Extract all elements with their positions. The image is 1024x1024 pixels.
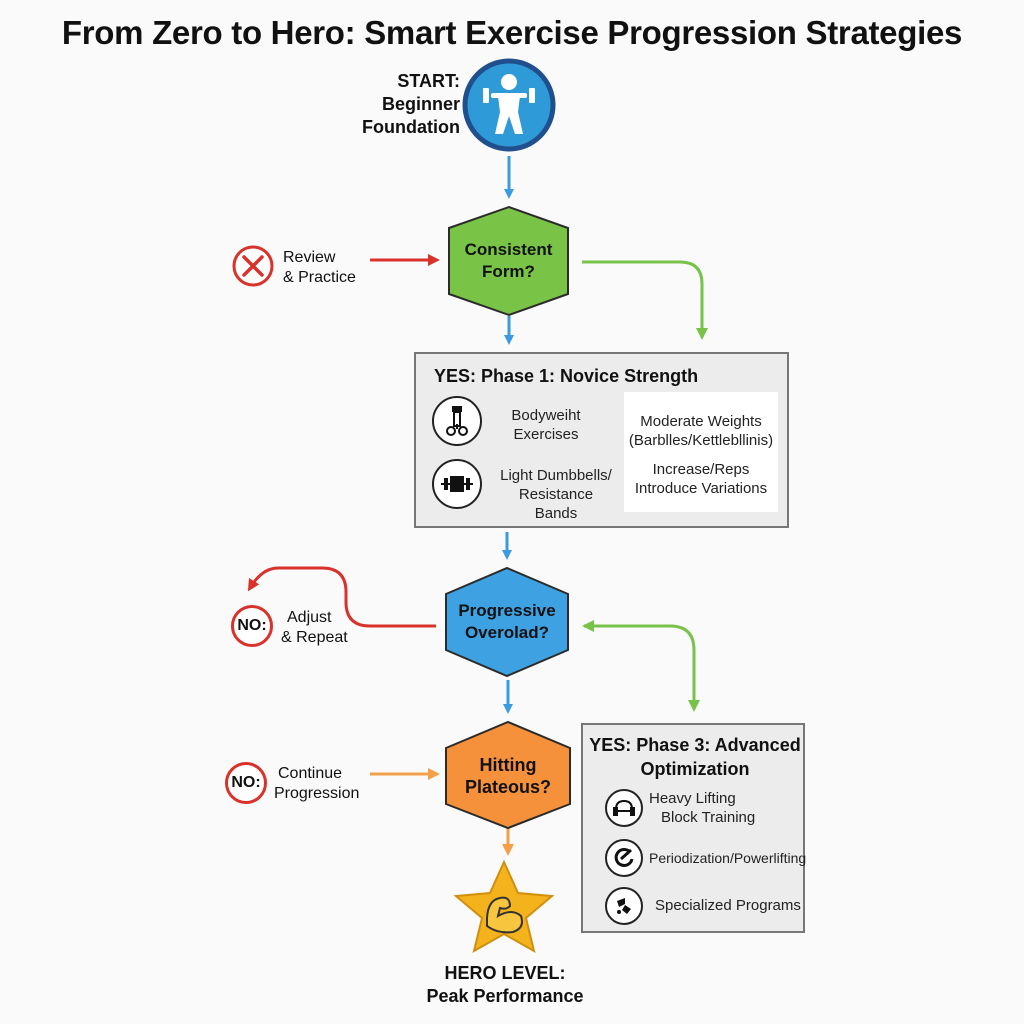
bodyweight-icon — [432, 396, 482, 446]
phase3-title-line2: Optimization — [640, 759, 750, 779]
phase1-item1-line1: Bodyweiht — [511, 407, 581, 424]
specialized-programs-icon — [605, 887, 643, 925]
decision-hexagon-plateau — [445, 720, 571, 830]
adjust-no-badge: NO: — [231, 605, 273, 647]
arrow-adjust-loop — [247, 566, 436, 628]
decision-form-label: Consistent Form? — [464, 240, 553, 281]
phase3-title-line1: YES: Phase 3: Advanced — [589, 735, 801, 755]
arrow-form-yes-to-phase1 — [582, 260, 708, 340]
phase3-item1-line2: Block Training — [661, 809, 756, 826]
start-label-line2: Beginner — [381, 94, 460, 114]
review-label-line1: Review — [283, 249, 336, 266]
heavy-lifting-icon — [605, 789, 643, 827]
start-label-line1: START: — [397, 71, 460, 91]
continue-no-badge: NO: — [225, 762, 267, 804]
x-circle-icon — [232, 245, 274, 287]
weightlifter-icon — [483, 74, 535, 134]
phase3-item3-line1: Specialized Programs — [655, 897, 801, 914]
arrow-overload-to-phase3 — [584, 624, 700, 712]
hero-label-line1: HERO LEVEL: — [444, 963, 566, 983]
page-title: From Zero to Hero: Smart Exercise Progre… — [61, 14, 963, 51]
phase1-right-box — [624, 392, 778, 512]
phase1-item1-line2: Exercises — [513, 426, 579, 443]
phase1-right2-line1: Increase/Reps — [652, 461, 750, 478]
phase3-panel: YES: Phase 3: Advanced Optimization Heav… — [581, 723, 806, 933]
continue-label-line2: Progression — [274, 785, 360, 802]
phase1-item2-line2: Resistance Bands — [518, 486, 594, 522]
review-label-line2: & Practice — [283, 269, 356, 286]
decision-hexagon-form — [448, 205, 569, 317]
periodization-icon — [605, 839, 643, 877]
phase3-item1-line1: Heavy Lifting — [649, 790, 736, 807]
start-label-line3: Foundation — [362, 117, 460, 137]
decision-hexagon-overload — [445, 566, 569, 678]
phase1-panel: YES: Phase 1: Novice Strength Bodyweiht … — [414, 352, 789, 528]
phase1-right1-line2: (Barblles/Kettlebllinis) — [628, 432, 774, 449]
phase1-title: YES: Phase 1: Novice Strength — [434, 366, 699, 386]
arrow-head-into-overload — [582, 620, 594, 632]
continue-label-line1: Continue — [278, 765, 343, 782]
dumbbell-icon — [432, 459, 482, 509]
hero-label-line2: Peak Performance — [426, 986, 584, 1006]
adjust-label-line2: & Repeat — [281, 629, 348, 646]
decision-overload-label: Progressive Overolad? — [458, 601, 556, 642]
phase1-right2-line2: Introduce Variations — [634, 480, 768, 497]
phase1-item2-line1: Light Dumbbells/ — [500, 467, 612, 484]
phase1-right1-line1: Moderate Weights — [640, 413, 762, 430]
adjust-label-line1: Adjust — [287, 609, 332, 626]
decision-plateau-label: Hitting Plateous? — [464, 755, 552, 797]
phase3-item2-line1: Periodization/Powerlifting — [649, 850, 807, 866]
